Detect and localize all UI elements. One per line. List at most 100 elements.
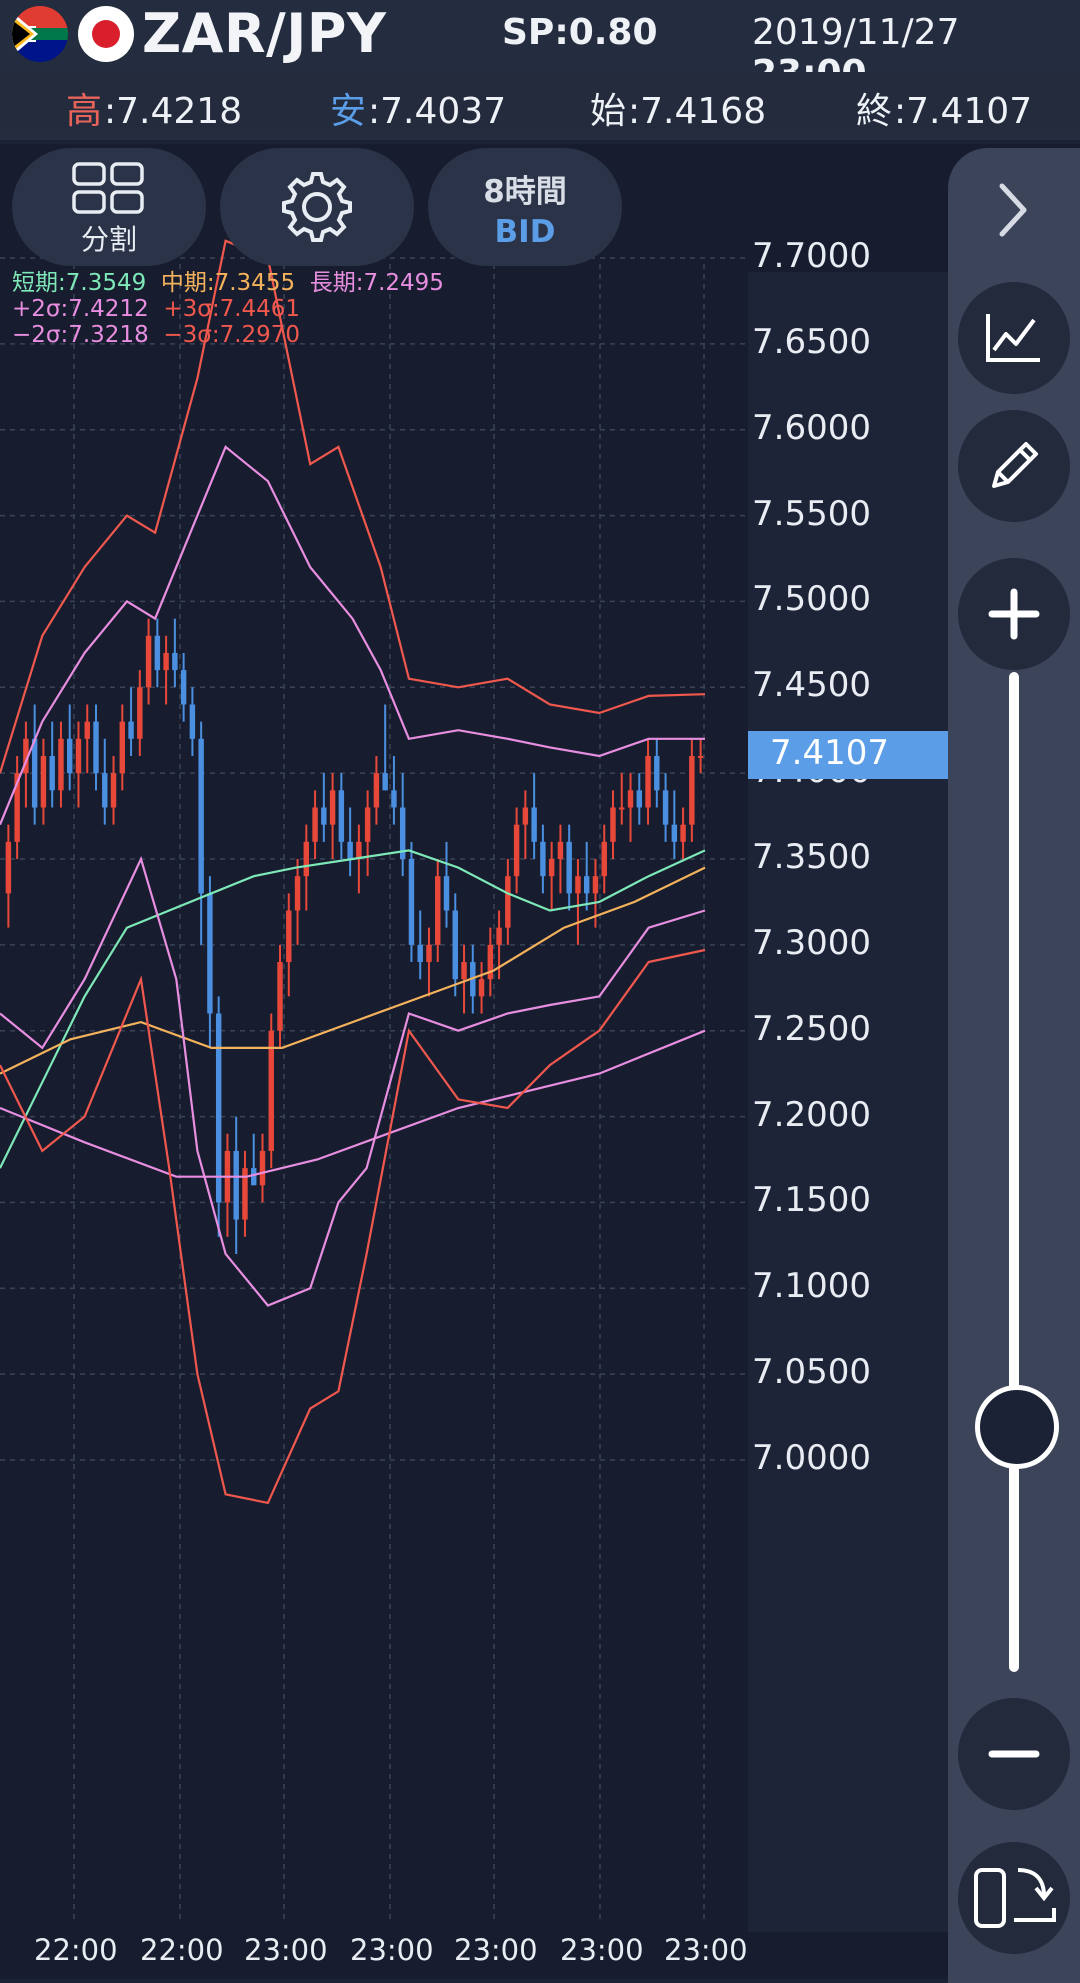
time-tick-label: 22:00 (34, 1933, 118, 1967)
candle-body (198, 738, 204, 894)
candle-body (286, 910, 292, 963)
close-price: 終:7.4107 (856, 82, 1032, 134)
price-tick-label: 7.1000 (752, 1266, 871, 1307)
currency-pair-title[interactable]: ZAR/JPY (142, 2, 387, 65)
candle-body (207, 893, 213, 1014)
candle-body (128, 721, 134, 739)
candle-body (636, 790, 642, 808)
candle-body (540, 841, 546, 877)
zoom-in-button[interactable] (958, 558, 1070, 670)
south-africa-flag-icon (12, 6, 68, 62)
candle-body (84, 721, 90, 739)
indicator-line-短期 (0, 849, 706, 1169)
short-ma-value: 短期:7.3549 (12, 270, 147, 296)
drawing-tool-button[interactable] (958, 410, 1070, 522)
candle-body (145, 635, 152, 688)
chart-area[interactable]: 7.70007.65007.60007.55007.50007.45007.40… (0, 144, 1080, 1979)
candle-body (163, 652, 169, 671)
candle-body (268, 1030, 274, 1151)
candle-body (408, 859, 415, 945)
candle-body (443, 876, 450, 911)
price-tick-label: 7.5500 (752, 493, 871, 534)
price-tick-label: 7.0000 (752, 1438, 871, 1478)
open-price: 始:7.4168 (590, 82, 766, 134)
timeframe-button[interactable]: 8時間 BID (428, 148, 622, 266)
indicator-line-−2σ (0, 855, 706, 1307)
indicator-button[interactable] (958, 282, 1070, 394)
candle-body (373, 773, 380, 808)
candle-body (478, 979, 485, 997)
candle-body (215, 1013, 222, 1203)
candle-body (487, 944, 494, 980)
ma-legend: 短期:7.3549 中期:7.3455 長期:7.2495 (12, 270, 444, 296)
header-row-ohlc: 高:7.4218 安:7.4037 始:7.4168 終:7.4107 (0, 72, 1080, 134)
minus2-sigma-value: −2σ:7.3218 (12, 322, 149, 348)
grid-icon (72, 162, 144, 214)
sigma-minus-legend: −2σ:7.3218 −3σ:7.2970 (12, 322, 300, 348)
high-label: 高 (66, 91, 103, 132)
candle-body (575, 876, 581, 894)
rotate-screen-button[interactable] (958, 1842, 1070, 1954)
open-value: :7.4168 (628, 91, 767, 132)
candle-body (531, 807, 537, 842)
candle-body (189, 704, 196, 739)
price-tick-label: 7.2000 (752, 1094, 871, 1135)
low-value: :7.4037 (368, 91, 507, 132)
candle-body (391, 790, 397, 808)
mid-ma-value: 中期:7.3455 (160, 270, 296, 296)
zoom-out-button[interactable] (958, 1698, 1070, 1810)
candle-body (548, 859, 555, 877)
candle-body (689, 755, 695, 825)
candle-body (399, 807, 406, 859)
candle-body (93, 721, 99, 774)
price-tick-label: 7.2500 (752, 1008, 871, 1049)
sigma-plus-legend: +2σ:7.4212 +3σ:7.4461 (12, 296, 300, 322)
indicator-line-中期 (0, 866, 706, 1075)
candle-body (601, 841, 607, 877)
settings-button[interactable] (220, 148, 414, 266)
candle-body (452, 910, 458, 980)
plus2-sigma-value: +2σ:7.4212 (12, 296, 149, 322)
plus-icon (988, 588, 1040, 640)
close-value: :7.4107 (894, 91, 1033, 132)
candle-body (172, 652, 178, 671)
candle-body (14, 773, 20, 842)
candle-body (697, 755, 704, 758)
candle-body (251, 1168, 257, 1186)
candle-body (513, 824, 520, 877)
candle-body (180, 670, 187, 705)
high-price: 高:7.4218 (66, 82, 242, 134)
zoom-slider-handle[interactable] (975, 1385, 1059, 1469)
candle-body (505, 876, 511, 928)
low-label: 安 (330, 91, 367, 132)
spread-label: SP:0.80 (502, 12, 658, 53)
indicator-line-長期 (0, 1029, 706, 1178)
candle-body (303, 841, 310, 877)
time-tick-label: 23:00 (350, 1933, 434, 1967)
candle-body (583, 876, 590, 894)
candle-body (110, 773, 117, 808)
plus3-sigma-value: +3σ:7.4461 (163, 296, 301, 322)
candle-body (338, 790, 345, 842)
price-type-label: BID (494, 214, 556, 250)
price-tick-label: 7.1500 (752, 1180, 871, 1221)
candle-body (312, 807, 318, 842)
price-chart-svg[interactable] (0, 144, 748, 1979)
minus3-sigma-value: −3σ:7.2970 (163, 322, 301, 348)
split-view-button[interactable]: 分割 (12, 148, 206, 266)
candle-body (592, 876, 599, 894)
candle-body (23, 738, 29, 774)
zoom-slider-track[interactable] (1009, 672, 1019, 1672)
candle-body (566, 841, 572, 894)
low-price: 安:7.4037 (330, 82, 506, 134)
time-tick-label: 22:00 (140, 1933, 224, 1967)
candle-body (356, 841, 362, 859)
candle-body (654, 755, 660, 791)
minus-icon (988, 1750, 1040, 1758)
candle-body (5, 841, 12, 894)
time-tick-label: 23:00 (244, 1933, 328, 1967)
price-tick-label: 7.5000 (752, 579, 871, 620)
candle-body (58, 738, 64, 791)
chevron-right-icon[interactable] (992, 180, 1034, 240)
indicator-line-+2σ (0, 445, 705, 826)
